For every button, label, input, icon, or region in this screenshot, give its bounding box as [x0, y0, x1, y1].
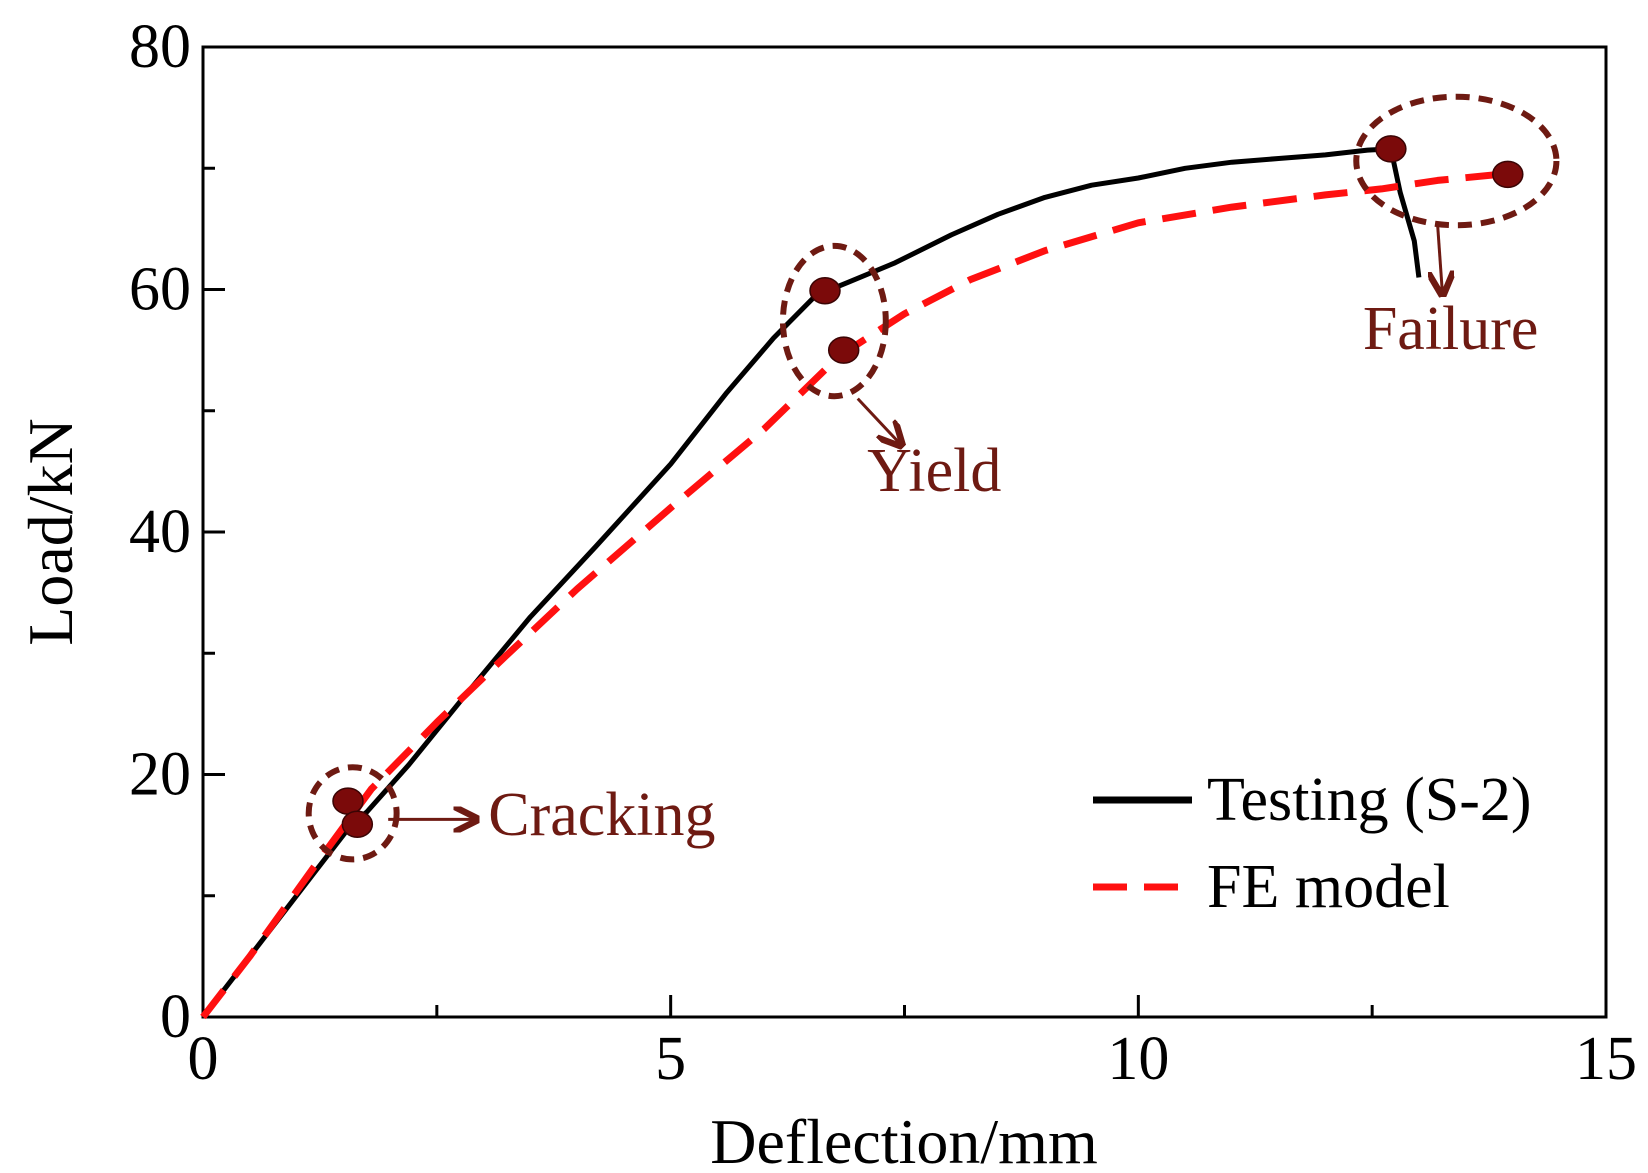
legend-label-fe-model: FE model	[1207, 853, 1450, 921]
annotation-label-failure: Failure	[1363, 295, 1539, 363]
key-point-marker	[827, 336, 860, 364]
y-tick-label: 60	[129, 256, 191, 324]
annotation-label-cracking: Cracking	[488, 781, 715, 849]
annotation-layer: Cracking Yield Failure	[305, 93, 1560, 863]
key-point-marker	[809, 276, 841, 305]
annotation-ellipse-yield	[779, 242, 889, 400]
key-point-marker	[1492, 160, 1524, 189]
legend-label-testing: Testing (S-2)	[1207, 766, 1532, 834]
series-line-testing-s-2	[201, 146, 1422, 1019]
annotation-label-yield: Yield	[867, 437, 1001, 505]
axes: 0 5 10 15 0 20 40 60 80	[129, 13, 1637, 1093]
x-tick-label: 15	[1575, 1025, 1637, 1093]
x-tick-label: 10	[1107, 1025, 1169, 1093]
y-tick-label: 40	[129, 498, 191, 566]
annotation-arrow-failure	[1438, 225, 1443, 292]
y-tick-label: 80	[129, 13, 191, 81]
x-tick-label: 0	[188, 1025, 219, 1093]
y-tick-label: 20	[129, 741, 191, 809]
y-axis-title: Load/kN	[15, 418, 86, 646]
x-tick-label: 5	[655, 1025, 686, 1093]
x-axis-title: Deflection/mm	[710, 1106, 1097, 1173]
key-point-marker	[332, 787, 364, 815]
annotation-ellipse-failure	[1353, 93, 1560, 229]
legend: Testing (S-2) FE model	[1093, 766, 1532, 921]
annotation-ellipse-cracking	[305, 764, 400, 863]
key-point-marker	[1375, 135, 1407, 163]
y-tick-label: 0	[160, 983, 191, 1051]
annotation-arrow-yield	[856, 397, 900, 444]
key-point-marker	[341, 810, 374, 838]
